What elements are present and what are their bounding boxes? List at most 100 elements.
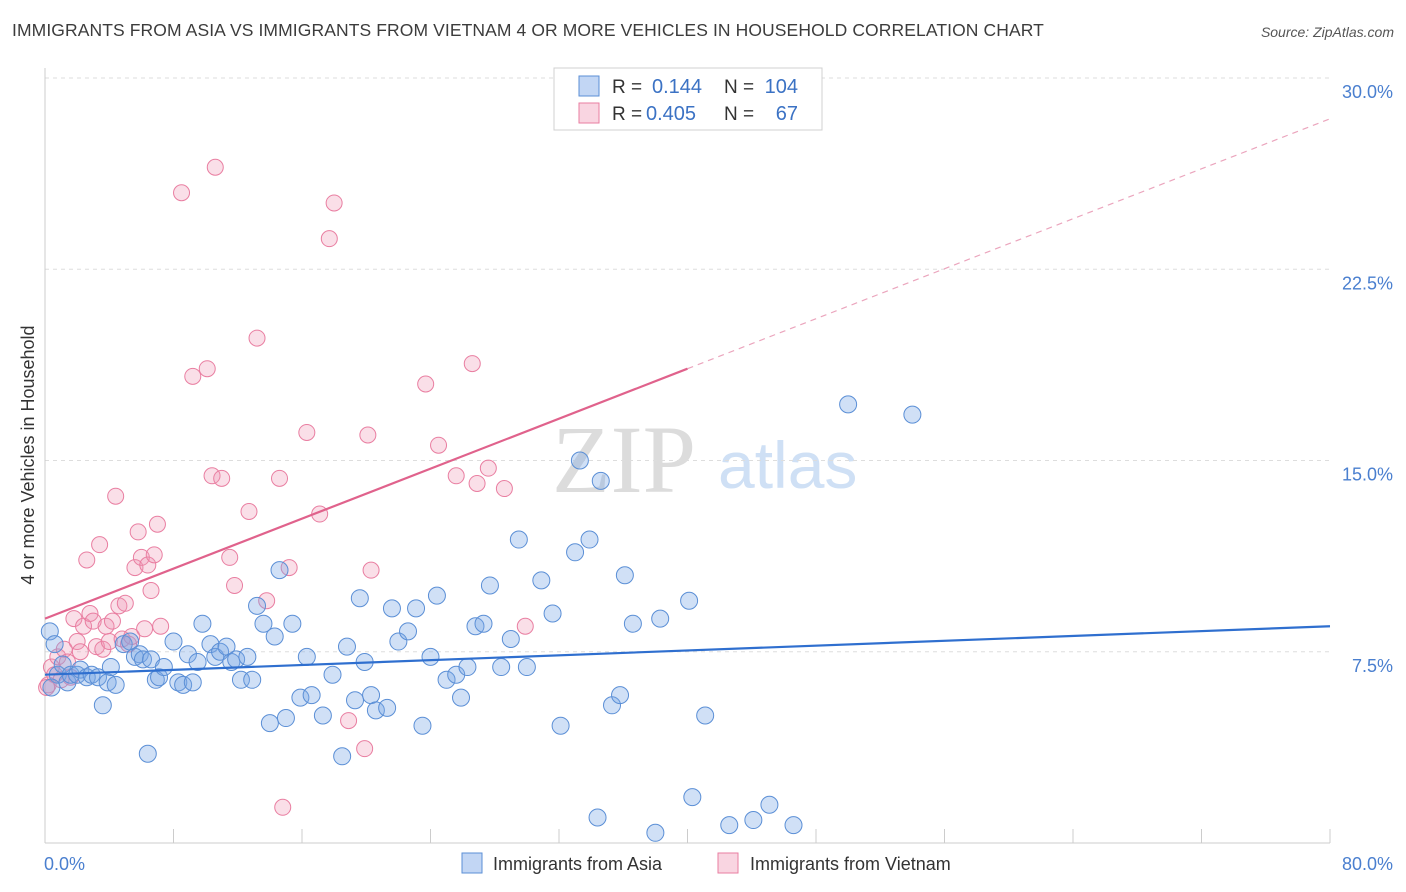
vietnam-point-31 [139,556,157,574]
legend-n-label-asia: N = [724,77,754,98]
vietnam-point-61 [463,355,481,373]
asia-point-74 [480,576,499,595]
asia-point-68 [437,670,456,689]
legend-n-label-vietnam: N = [724,104,754,125]
legend-r-label-vietnam: R = [612,104,642,125]
asia-point-59 [366,701,385,720]
gridlines [45,77,1330,653]
chart-title: IMMIGRANTS FROM ASIA VS IMMIGRANTS FROM … [12,20,1044,40]
asia-point-88 [611,686,630,705]
vietnam-point-46 [258,592,276,610]
asia-point-100 [839,395,858,414]
asia-point-30 [188,652,207,671]
asia-point-52 [323,665,342,684]
asia-point-56 [350,589,369,608]
vietnam-point-62 [468,474,486,492]
asia-point-28 [178,645,197,664]
asia-point-83 [570,451,589,470]
asia-point-43 [260,714,279,733]
vietnam-point-35 [152,617,170,635]
asia-point-73 [474,614,493,633]
asia-point-42 [254,614,273,633]
legend-box: R = 0.144 N = 104 R = 0.405 N = 67 [553,67,823,131]
asia-point-79 [532,571,551,590]
asia-point-61 [382,599,401,618]
vietnam-point-12 [78,551,96,569]
asia-point-101 [903,405,922,424]
watermark-atlas: atlas [718,428,857,502]
asia-point-53 [333,747,352,766]
asia-point-41 [248,596,267,615]
vietnam-point-54 [340,712,358,730]
asia-point-89 [615,566,634,585]
legend-n-value-vietnam: 67 [776,103,798,125]
asia-points [40,395,922,842]
vietnam-point-48 [274,798,292,816]
asia-point-39 [238,647,257,666]
asia-point-65 [413,716,432,735]
vietnam-point-52 [320,230,338,248]
vietnam-point-24 [116,594,134,612]
vietnam-point-66 [38,678,56,696]
asia-point-85 [588,808,607,827]
vietnam-point-37 [184,367,202,385]
asia-point-63 [399,622,418,641]
asia-point-81 [551,716,570,735]
asia-point-26 [169,673,188,692]
asia-point-96 [720,816,739,835]
vietnam-point-55 [356,740,374,758]
vietnam-point-36 [173,184,191,202]
asia-point-44 [265,627,284,646]
asia-point-25 [164,632,183,651]
vietnam-point-20 [103,612,121,630]
vietnam-point-27 [126,559,144,577]
asia-point-36 [222,652,241,671]
asia-point-64 [407,599,426,618]
asia-point-77 [509,530,528,549]
vietnam-point-65 [516,617,534,635]
asia-point-45 [270,561,289,580]
legend-swatch-vietnam [578,102,600,124]
vietnam-point-64 [495,480,513,498]
vietnam-point-9 [68,633,86,651]
vietnam-point-28 [129,523,147,541]
asia-point-75 [492,658,511,677]
vietnam-point-19 [100,633,118,651]
vietnam-point-39 [203,467,221,485]
asia-trend-line [44,625,1331,676]
asia-point-40 [243,670,262,689]
vietnam-point-10 [71,643,89,661]
asia-point-97 [744,811,763,830]
asia-point-11 [93,696,112,715]
vietnam-point-44 [240,503,258,520]
vietnam-point-21 [107,487,125,505]
asia-point-49 [297,647,316,666]
asia-point-82 [566,543,585,562]
vietnam-point-33 [145,546,163,564]
asia-point-48 [291,688,310,707]
vietnam-point-45 [248,329,266,347]
vietnam-trend-line [44,367,688,620]
asia-point-31 [193,614,212,633]
asia-point-95 [696,706,715,725]
asia-point-71 [458,658,477,677]
x-tick-label-0: 0.0% [44,854,85,874]
y-axis-title: 4 or more Vehicles in Household [18,325,38,584]
asia-point-29 [183,673,202,692]
vietnam-point-16 [91,536,109,554]
asia-point-60 [378,698,397,717]
asia-point-54 [337,637,356,656]
asia-point-24 [154,658,173,677]
y-tick-label-2: 22.5% [1342,273,1393,293]
asia-point-47 [283,614,302,633]
asia-point-91 [646,823,665,842]
vietnam-point-32 [142,582,160,600]
asia-point-66 [421,647,440,666]
asia-point-18 [130,645,149,664]
vietnam-point-56 [359,426,377,444]
asia-point-84 [580,530,599,549]
asia-point-46 [276,709,295,728]
vietnam-point-14 [84,612,102,630]
bottom-legend: Immigrants from Asia Immigrants from Vie… [461,852,951,874]
tick-labels: 7.5% 15.0% 22.5% 30.0% 0.0% 80.0% [44,82,1393,874]
